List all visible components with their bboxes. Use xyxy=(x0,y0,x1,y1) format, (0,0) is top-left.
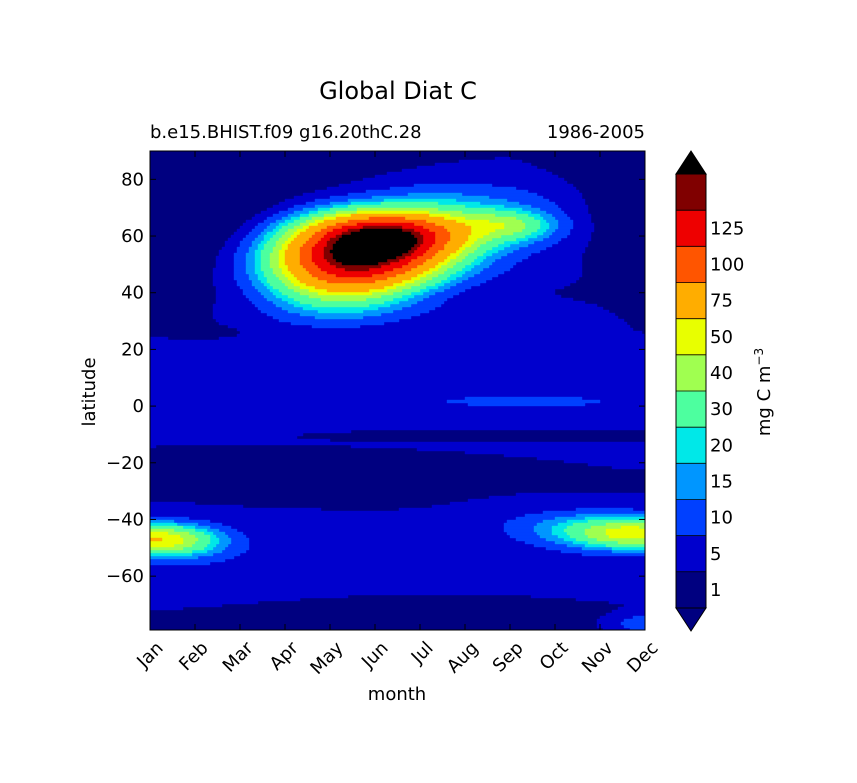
colorbar-tick-label: 30 xyxy=(710,399,733,420)
colorbar-swatch xyxy=(676,282,706,320)
colorbar-swatch xyxy=(676,318,706,356)
contour-band-over xyxy=(329,228,418,266)
x-tick-label: Oct xyxy=(536,638,573,675)
colorbar-swatch xyxy=(676,246,706,283)
colorbar-tick-label: 40 xyxy=(710,363,733,384)
colorbar-tick-label: 20 xyxy=(710,435,733,456)
y-tick-label: 60 xyxy=(121,226,144,247)
colorbar-swatch xyxy=(676,174,706,211)
colorbar-tick-label: 15 xyxy=(710,471,733,492)
colorbar-tick-label: 5 xyxy=(710,544,721,565)
colorbar-swatch xyxy=(676,535,706,573)
colorbar-tick-label: 75 xyxy=(710,291,733,312)
colorbar-swatch xyxy=(676,571,706,609)
plot-frame xyxy=(149,150,646,631)
colorbar-tick-label: 1 xyxy=(710,580,721,601)
x-tick-label: Aug xyxy=(443,638,483,678)
contour-plot-area xyxy=(150,151,645,630)
colorbar-over-arrow xyxy=(675,150,707,175)
y-tick-label: 80 xyxy=(121,169,144,190)
x-tick-label: Jan xyxy=(132,638,167,673)
x-tick-label: Dec xyxy=(623,638,662,677)
colorbar-swatch xyxy=(676,210,706,247)
y-tick-label: −60 xyxy=(106,566,144,587)
colorbar-label-unit: mg C m xyxy=(754,366,775,437)
x-tick-label: Jun xyxy=(357,638,392,673)
x-axis-label: month xyxy=(368,684,426,705)
x-tick-label: Jul xyxy=(407,638,438,669)
y-tick-label: 20 xyxy=(121,339,144,360)
colorbar-label-exponent: −3 xyxy=(752,348,766,366)
x-tick-label: Mar xyxy=(219,637,258,676)
chart-subtitle-right: 1986-2005 xyxy=(547,122,645,143)
chart-title: Global Diat C xyxy=(319,77,477,105)
colorbar-swatch xyxy=(676,499,706,537)
colorbar-tick-label: 50 xyxy=(710,327,733,348)
colorbar-swatch xyxy=(676,427,706,464)
colorbar-swatch xyxy=(676,391,706,428)
colorbar-swatch xyxy=(676,463,706,500)
y-tick-label: −20 xyxy=(106,453,144,474)
colorbar-label: mg C m−3 xyxy=(752,348,775,436)
y-tick-label: 40 xyxy=(121,283,144,304)
x-tick-label: Sep xyxy=(489,638,528,677)
colorbar xyxy=(675,150,707,632)
x-tick-label: May xyxy=(306,637,347,678)
y-tick-label: −40 xyxy=(106,509,144,530)
y-tick-label: 0 xyxy=(133,396,144,417)
colorbar-tick-label: 10 xyxy=(710,508,733,529)
contour-layers xyxy=(150,151,645,630)
y-axis: 80 60 40 20 0 −20 −40 −60 xyxy=(106,169,645,587)
x-tick-label: Apr xyxy=(266,637,303,674)
y-axis-label: latitude xyxy=(79,357,100,426)
x-tick-label: Feb xyxy=(175,638,212,675)
colorbar-tick-label: 100 xyxy=(710,254,744,275)
colorbar-under-arrow xyxy=(675,607,707,632)
chart-subtitle-left: b.e15.BHIST.f09 g16.20thC.28 xyxy=(150,122,422,143)
colorbar-tick-label: 125 xyxy=(710,218,744,239)
colorbar-swatch xyxy=(676,354,706,392)
x-tick-label: Nov xyxy=(578,637,618,677)
